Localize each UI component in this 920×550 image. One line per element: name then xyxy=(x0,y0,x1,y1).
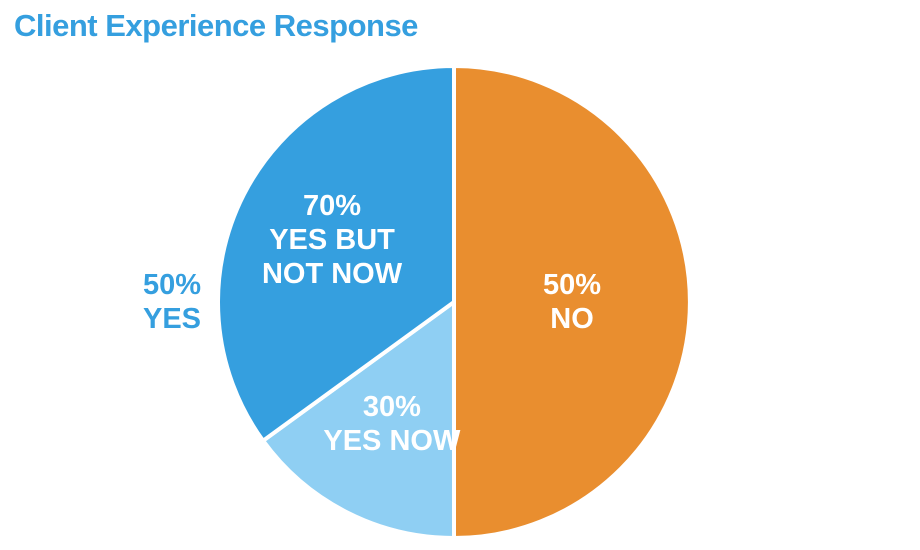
value-label: 70% xyxy=(303,189,362,222)
value-label: 50% xyxy=(542,269,602,301)
pie-slice xyxy=(452,63,692,541)
pie-sub-slice xyxy=(216,63,456,444)
value-label: 50% xyxy=(142,269,202,301)
slice-label: 70% YES BUT NOT NOW xyxy=(242,189,422,291)
category-label: YES xyxy=(142,303,202,335)
category-label: NO xyxy=(550,303,594,335)
category-label: YES BUT NOT NOW xyxy=(261,223,403,290)
slice-label: 50% NO xyxy=(482,268,662,336)
chart-title: Client Experience Response xyxy=(14,8,418,43)
category-label: YES NOW xyxy=(323,424,461,457)
slice-label: 30% YES NOW xyxy=(302,390,482,458)
value-label: 30% xyxy=(362,390,421,423)
slice-label: 50% YES xyxy=(82,268,262,336)
pie-sub-slice xyxy=(260,298,456,541)
